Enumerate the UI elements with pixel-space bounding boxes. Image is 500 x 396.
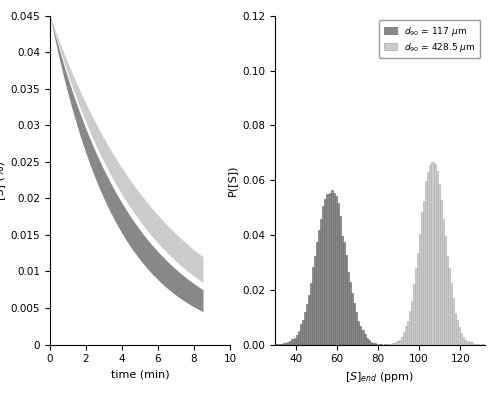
Bar — [290, 341, 292, 345]
Bar — [466, 341, 468, 345]
Bar — [464, 340, 466, 345]
Bar — [364, 334, 366, 345]
Bar — [353, 303, 356, 345]
Bar — [286, 343, 288, 345]
Bar — [396, 341, 398, 345]
Bar — [432, 162, 434, 345]
Bar — [330, 190, 332, 345]
Bar — [296, 335, 298, 345]
Bar — [356, 312, 358, 345]
Bar — [306, 304, 308, 345]
Bar — [314, 256, 316, 345]
Bar — [368, 341, 370, 345]
Bar — [341, 236, 343, 345]
Bar — [343, 242, 345, 345]
Bar — [304, 312, 306, 345]
Bar — [434, 164, 436, 345]
Bar — [288, 342, 290, 345]
Bar — [438, 184, 440, 345]
Bar — [328, 193, 330, 345]
Bar — [292, 339, 294, 345]
Bar — [409, 311, 411, 345]
Bar — [320, 219, 322, 345]
X-axis label: time (min): time (min) — [110, 370, 170, 380]
Bar — [332, 193, 334, 345]
Bar — [372, 343, 374, 345]
Bar — [454, 313, 456, 345]
Bar — [351, 293, 353, 345]
Legend: $d_{90}$ = 117 $\mu$m, $d_{90}$ = 428.5 $\mu$m: $d_{90}$ = 117 $\mu$m, $d_{90}$ = 428.5 … — [379, 20, 480, 58]
Bar — [279, 344, 281, 345]
Bar — [298, 331, 300, 345]
Bar — [419, 234, 421, 345]
Bar — [436, 171, 438, 345]
Bar — [337, 204, 339, 345]
Bar — [366, 338, 368, 345]
Bar — [322, 206, 324, 345]
Bar — [413, 284, 415, 345]
Bar — [374, 343, 376, 345]
Bar — [450, 283, 452, 345]
Bar — [347, 272, 349, 345]
Bar — [456, 320, 458, 345]
Bar — [324, 199, 326, 345]
Bar — [398, 340, 400, 345]
Bar — [283, 343, 286, 345]
Bar — [362, 330, 364, 345]
Bar — [446, 256, 448, 345]
Bar — [326, 194, 328, 345]
Bar — [460, 333, 462, 345]
Bar — [428, 172, 430, 345]
Bar — [334, 196, 337, 345]
Bar — [468, 342, 470, 345]
Bar — [376, 344, 378, 345]
Bar — [400, 337, 402, 345]
Bar — [470, 342, 472, 345]
Bar — [358, 320, 360, 345]
Bar — [426, 181, 428, 345]
Bar — [349, 282, 351, 345]
Bar — [452, 298, 454, 345]
Bar — [281, 344, 283, 345]
Bar — [394, 343, 396, 345]
Bar — [404, 326, 407, 345]
Bar — [402, 332, 404, 345]
Bar — [316, 242, 318, 345]
Bar — [339, 215, 341, 345]
Bar — [310, 284, 312, 345]
Y-axis label: P([S]): P([S]) — [226, 164, 236, 196]
Bar — [430, 165, 432, 345]
Bar — [444, 236, 446, 345]
X-axis label: $[S]_{end}$ (ppm): $[S]_{end}$ (ppm) — [346, 370, 414, 384]
Y-axis label: [S] (%): [S] (%) — [0, 161, 5, 200]
Bar — [392, 343, 394, 345]
Bar — [474, 344, 477, 345]
Bar — [448, 268, 450, 345]
Bar — [318, 230, 320, 345]
Bar — [302, 320, 304, 345]
Bar — [442, 219, 444, 345]
Bar — [345, 255, 347, 345]
Bar — [360, 326, 362, 345]
Bar — [407, 321, 409, 345]
Bar — [370, 342, 372, 345]
Bar — [390, 344, 392, 345]
Bar — [411, 301, 413, 345]
Bar — [300, 324, 302, 345]
Bar — [308, 295, 310, 345]
Bar — [294, 338, 296, 345]
Bar — [472, 344, 474, 345]
Bar — [415, 268, 417, 345]
Bar — [312, 267, 314, 345]
Bar — [421, 212, 423, 345]
Bar — [417, 253, 419, 345]
Bar — [458, 327, 460, 345]
Bar — [462, 337, 464, 345]
Bar — [423, 201, 426, 345]
Bar — [440, 200, 442, 345]
